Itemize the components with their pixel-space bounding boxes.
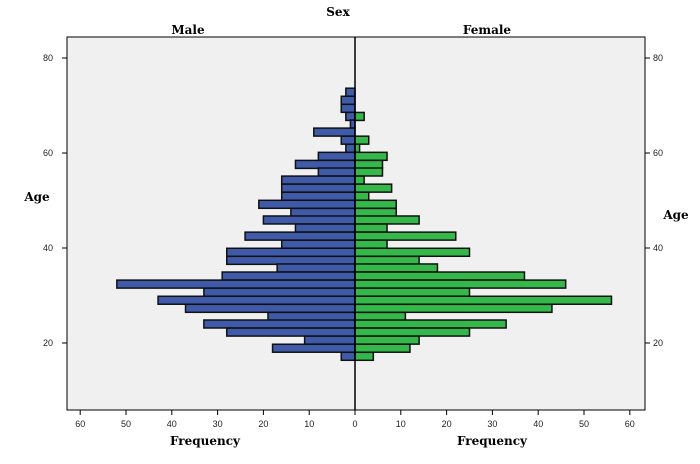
- bar-female-age-44.2: [354, 223, 388, 233]
- bar-male-age-69.4: [340, 103, 356, 114]
- bar-male-age-39.1: [226, 247, 356, 258]
- y-tick-label-left: 80: [43, 53, 53, 63]
- y-tick-label-right: 40: [653, 243, 663, 253]
- bar-male-age-37.4: [226, 255, 356, 266]
- x-tick-label-female: 10: [396, 419, 406, 429]
- bar-female-age-56: [354, 167, 384, 177]
- y-tick-label-right: 20: [653, 338, 663, 348]
- x-tick-label-male: 60: [75, 419, 85, 429]
- bar-female-age-40.8: [354, 239, 388, 249]
- chart-title: Sex: [326, 5, 350, 19]
- bar-female-age-20.6: [354, 335, 420, 345]
- bar-male-age-54.3: [280, 175, 356, 185]
- bar-male-age-61: [345, 143, 356, 153]
- x-tick-label-female: 60: [625, 419, 635, 429]
- bar-male-age-56: [317, 167, 356, 177]
- bar-male-age-71.1: [340, 95, 356, 106]
- bar-female-age-57.6: [354, 159, 384, 170]
- bar-male-age-24: [203, 319, 356, 329]
- bar-male-age-50.9: [280, 191, 356, 201]
- bar-female-age-32.4: [354, 279, 567, 289]
- bar-male-age-30.7: [203, 287, 356, 297]
- x-tick-label-female: 30: [487, 419, 497, 429]
- bar-female-age-39.1: [354, 247, 471, 258]
- x-tick-label-male: 50: [121, 419, 131, 429]
- y-axis-label-left: Age: [23, 190, 50, 204]
- bar-female-age-42.5: [354, 231, 457, 241]
- x-tick-label-female: 40: [533, 419, 543, 429]
- bar-female-age-67.7: [354, 111, 365, 122]
- y-tick-label-right: 80: [653, 53, 663, 63]
- bar-female-age-50.9: [354, 191, 370, 201]
- bar-male-age-72.8: [345, 87, 356, 97]
- bar-female-age-35.8: [354, 263, 439, 273]
- bar-female-age-47.5: [354, 207, 397, 218]
- bar-male-age-17.2: [340, 351, 356, 362]
- bar-male-age-40.8: [280, 239, 356, 249]
- y-tick-label-left: 20: [43, 338, 53, 348]
- bar-female-age-45.9: [354, 215, 420, 225]
- bar-male-age-62.7: [340, 135, 356, 145]
- x-axis-label-male: Frequency: [170, 434, 241, 448]
- bar-female-age-54.3: [354, 175, 365, 185]
- bar-male-age-42.5: [244, 231, 356, 241]
- panel-label-female: Female: [463, 23, 512, 37]
- bar-male-age-25.6: [267, 311, 356, 322]
- y-axis-label-right: Age: [662, 208, 689, 222]
- bar-male-age-47.5: [290, 207, 356, 218]
- x-tick-label-zero: 0: [352, 419, 357, 429]
- bar-female-age-18.9: [354, 343, 411, 353]
- bar-female-age-17.2: [354, 351, 375, 362]
- bar-female-age-37.4: [354, 255, 420, 266]
- x-tick-label-male: 30: [213, 419, 223, 429]
- bar-male-age-27.3: [184, 303, 356, 314]
- bar-female-age-30.7: [354, 287, 471, 297]
- bar-male-age-67.7: [345, 111, 356, 122]
- bar-male-age-34.1: [221, 271, 356, 281]
- bar-male-age-35.8: [276, 263, 356, 273]
- panel-label-male: Male: [171, 23, 205, 37]
- bar-female-age-29: [354, 295, 613, 305]
- x-tick-label-male: 20: [258, 419, 268, 429]
- bar-male-age-18.9: [271, 343, 356, 353]
- x-axis-label-female: Frequency: [457, 434, 528, 448]
- x-tick-label-male: 10: [304, 419, 314, 429]
- bar-female-age-22.3: [354, 327, 471, 337]
- y-tick-label-left: 60: [43, 148, 53, 158]
- bar-male-age-59.3: [317, 151, 356, 162]
- bar-male-age-52.6: [280, 183, 356, 193]
- x-tick-label-female: 50: [579, 419, 589, 429]
- bar-male-age-22.3: [226, 327, 356, 337]
- bar-female-age-52.6: [354, 183, 393, 193]
- bar-female-age-34.1: [354, 271, 526, 281]
- bar-female-age-62.7: [354, 135, 370, 145]
- bar-male-age-29: [157, 295, 356, 305]
- bar-male-age-44.2: [294, 223, 356, 233]
- bar-male-age-45.9: [262, 215, 356, 225]
- bar-female-age-24: [354, 319, 507, 329]
- bar-male-age-64.4: [313, 127, 356, 137]
- bar-male-age-20.6: [303, 335, 356, 345]
- y-tick-label-left: 40: [43, 243, 53, 253]
- bar-female-age-27.3: [354, 303, 553, 314]
- bar-male-age-49.2: [258, 199, 356, 210]
- x-tick-label-male: 40: [167, 419, 177, 429]
- bar-female-age-49.2: [354, 199, 397, 210]
- bar-male-age-32.4: [116, 279, 356, 289]
- bar-female-age-59.3: [354, 151, 388, 162]
- y-tick-label-right: 60: [653, 148, 663, 158]
- x-tick-label-female: 20: [442, 419, 452, 429]
- bar-female-age-25.6: [354, 311, 407, 322]
- bar-male-age-57.6: [294, 159, 356, 170]
